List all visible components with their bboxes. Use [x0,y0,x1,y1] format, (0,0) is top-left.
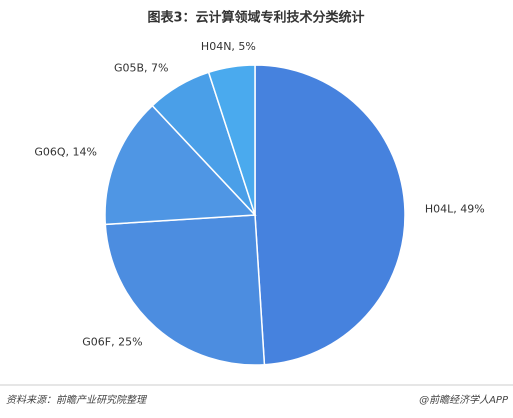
pie-slice [104,214,266,366]
source: 资料来源：前瞻产业研究院整理 [6,394,148,406]
slice-label: H04N, 5% [201,40,256,53]
pie-slice [207,64,256,216]
credit: @前瞻经济学人APP [419,394,509,406]
slice-label: G06F, 25% [82,336,142,349]
slice-label: G05B, 7% [114,62,169,75]
slice-label: G06Q, 14% [34,145,97,158]
chart-title: 图表3：云计算领域专利技术分类统计 [147,10,364,26]
slice-label: H04L, 49% [425,203,485,216]
pie-slice [254,64,406,366]
pie-slice [104,104,257,226]
